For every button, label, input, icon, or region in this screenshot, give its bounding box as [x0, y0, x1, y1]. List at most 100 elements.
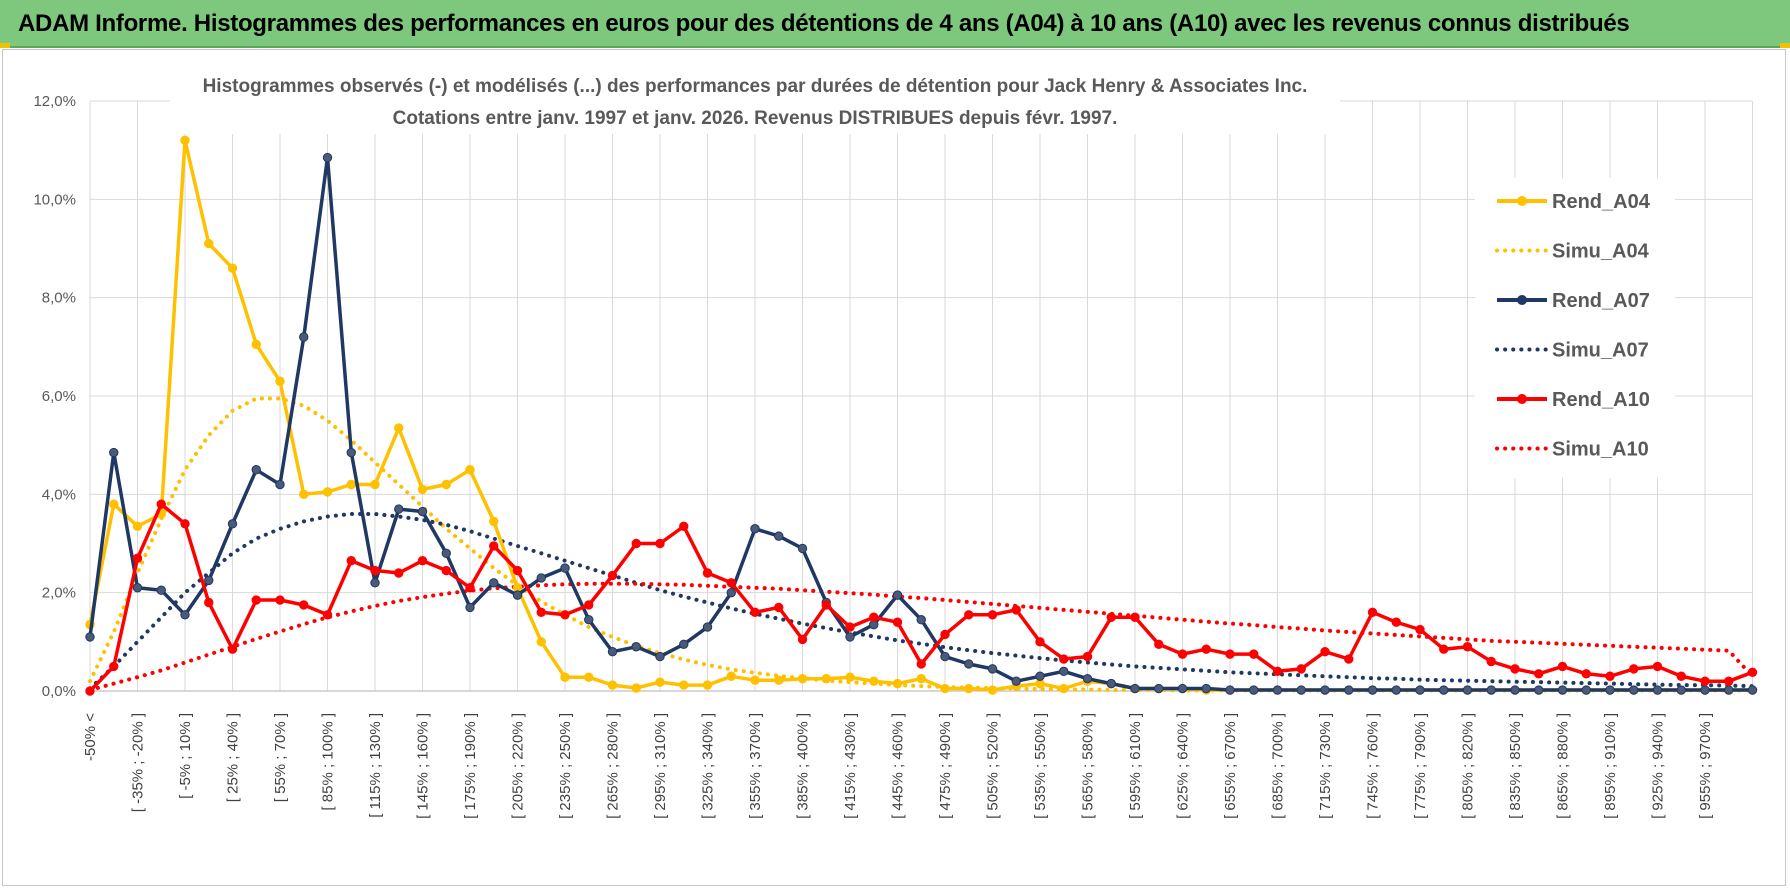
data-point [132, 583, 143, 593]
data-point [940, 629, 950, 640]
report-title: ADAM Informe. Histogrammes des performan… [18, 10, 1630, 37]
x-tick-label: [ 235% ; 250% ] [557, 713, 574, 819]
x-tick-label: [ 595% ; 610% ] [1127, 713, 1144, 819]
data-point [1201, 683, 1211, 694]
data-point [869, 612, 879, 622]
chart-frame [2, 49, 1786, 886]
data-point [1296, 664, 1306, 674]
x-tick-label: [ 745% ; 760% ] [1365, 713, 1382, 819]
data-point [1391, 685, 1401, 695]
data-point [251, 339, 261, 350]
data-point [441, 548, 451, 559]
data-point [394, 423, 404, 433]
x-tick-label: [ 775% ; 790% ] [1412, 713, 1429, 819]
data-point [132, 553, 143, 563]
data-point [1201, 644, 1211, 654]
data-point [417, 556, 428, 566]
data-point [655, 677, 665, 687]
x-tick-label: [ 175% ; 190% ] [462, 713, 479, 819]
data-point [1605, 685, 1615, 695]
data-point [1629, 664, 1639, 674]
data-point [275, 376, 285, 386]
x-tick-label: [ -5% ; 10% ] [177, 713, 194, 799]
data-point [702, 680, 713, 690]
data-point [1629, 685, 1639, 695]
data-point [322, 610, 333, 620]
x-axis-ticks: -50% < [ -35% ; -20% ] [ -5% ; 10% ] [ 25% … [82, 713, 1714, 819]
series-rend-a07 [85, 152, 1758, 695]
series-line [88, 396, 1755, 693]
data-point [797, 674, 808, 684]
data-point [85, 686, 95, 696]
data-point [1106, 678, 1116, 689]
series-line [88, 581, 1755, 692]
x-tick-label: [ -35% ; -20% ] [130, 713, 147, 812]
data-point [679, 680, 689, 690]
data-point [1367, 607, 1378, 618]
legend-label: Simu_A07 [1552, 340, 1649, 362]
x-tick-label: [ 955% ; 970% ] [1697, 713, 1714, 819]
data-point [227, 263, 238, 273]
legend-marker [1517, 295, 1527, 305]
data-point [489, 541, 499, 551]
data-point [85, 632, 95, 642]
data-point [1177, 683, 1188, 694]
series-simu-a04 [88, 396, 1755, 693]
data-point [132, 521, 143, 531]
corner-mark-right [1780, 43, 1790, 48]
data-point [560, 672, 570, 682]
data-point [1605, 671, 1615, 681]
data-point [750, 607, 760, 618]
data-point [845, 672, 855, 682]
y-tick-label: 12,0% [33, 93, 76, 110]
chart-subtitle: Cotations entre janv. 1997 et janv. 2026… [393, 108, 1118, 129]
data-point [702, 622, 713, 632]
x-tick-label: [ 85% ; 100% ] [320, 713, 337, 811]
series-lines [85, 135, 1758, 696]
data-point [251, 465, 261, 475]
data-point [370, 479, 380, 490]
x-tick-label: [ 55% ; 70% ] [272, 713, 289, 802]
data-point [417, 484, 428, 495]
data-point [892, 590, 903, 600]
data-point [465, 602, 475, 613]
data-point [275, 595, 285, 605]
data-point [964, 683, 974, 694]
data-point [821, 674, 831, 684]
legend-marker [1517, 394, 1527, 404]
x-tick-label: [ 685% ; 700% ] [1270, 713, 1287, 819]
x-tick-label: [ 355% ; 370% ] [747, 713, 764, 819]
data-point [1367, 685, 1378, 695]
data-point [869, 676, 879, 686]
series-line [88, 512, 1755, 691]
x-tick-label: [ 925% ; 940% ] [1650, 713, 1667, 819]
data-point [892, 617, 903, 627]
data-point [417, 506, 428, 517]
data-point [1510, 685, 1520, 695]
data-point [1652, 661, 1663, 672]
data-point [987, 685, 998, 695]
x-tick-label: [ 25% ; 40% ] [225, 713, 242, 802]
data-point [1676, 685, 1686, 695]
data-point [797, 543, 808, 554]
data-point [774, 531, 784, 541]
series-simu-a07 [88, 512, 1755, 691]
data-point [607, 680, 618, 690]
data-point [987, 610, 998, 620]
data-point [1724, 676, 1734, 686]
data-point [1249, 649, 1259, 659]
x-tick-label: [ 535% ; 550% ] [1032, 713, 1049, 819]
data-point [1011, 605, 1021, 615]
y-tick-label: 0,0% [42, 683, 76, 700]
data-point [726, 578, 736, 588]
data-point [441, 565, 451, 576]
data-point [512, 590, 523, 600]
data-point [1510, 664, 1520, 674]
data-point [1225, 649, 1235, 659]
data-point [1557, 685, 1568, 695]
x-tick-label: [ 565% ; 580% ] [1080, 713, 1097, 819]
data-point [1272, 685, 1283, 695]
data-point [204, 575, 214, 586]
data-point [1035, 671, 1045, 681]
data-point [322, 152, 333, 163]
